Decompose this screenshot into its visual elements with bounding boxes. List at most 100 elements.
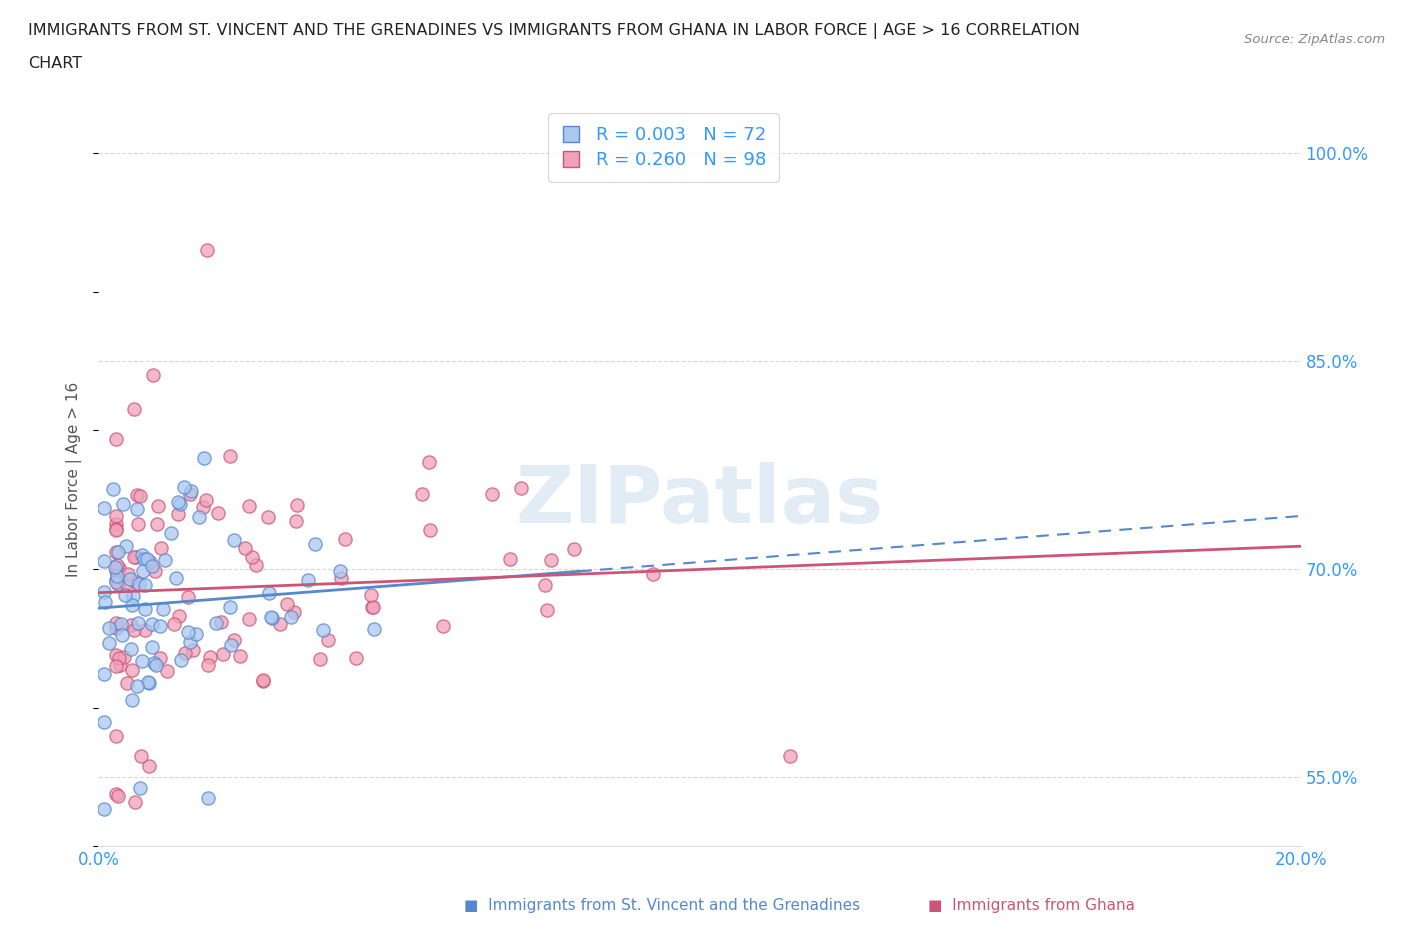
Point	[280, 609, 302, 624]
Point	[136, 551, 159, 566]
Text: IMMIGRANTS FROM ST. VINCENT AND THE GRENADINES VS IMMIGRANTS FROM GHANA IN LABOR: IMMIGRANTS FROM ST. VINCENT AND THE GREN…	[28, 23, 1080, 39]
Point	[121, 692, 143, 707]
Point	[115, 676, 138, 691]
Y-axis label: In Labor Force | Age > 16: In Labor Force | Age > 16	[66, 381, 83, 577]
Point	[252, 673, 274, 688]
Point	[260, 610, 283, 625]
Point	[97, 620, 120, 635]
Point	[105, 621, 128, 636]
Point	[105, 523, 128, 538]
Point	[105, 508, 128, 523]
Point	[105, 647, 128, 662]
Text: ■  Immigrants from Ghana: ■ Immigrants from Ghana	[928, 898, 1135, 913]
Point	[105, 545, 128, 560]
Point	[509, 481, 531, 496]
Point	[138, 676, 160, 691]
Point	[105, 568, 128, 583]
Point	[218, 600, 240, 615]
Point	[173, 480, 195, 495]
Point	[111, 628, 134, 643]
Point	[224, 532, 246, 547]
Point	[122, 622, 145, 637]
Point	[309, 652, 332, 667]
Point	[418, 455, 440, 470]
Point	[411, 486, 433, 501]
Point	[156, 664, 179, 679]
Point	[141, 617, 163, 631]
Point	[304, 537, 326, 551]
Point	[93, 554, 115, 569]
Point	[180, 484, 202, 498]
Point	[93, 714, 115, 729]
Point	[122, 589, 145, 604]
Point	[562, 541, 585, 556]
Text: ■  Immigrants from St. Vincent and the Grenadines: ■ Immigrants from St. Vincent and the Gr…	[464, 898, 860, 913]
Point	[169, 608, 191, 623]
Point	[124, 795, 146, 810]
Point	[285, 513, 308, 528]
Point	[105, 728, 128, 743]
Point	[152, 602, 174, 617]
Point	[129, 780, 152, 795]
Point	[121, 663, 143, 678]
Point	[125, 550, 148, 565]
Point	[97, 635, 120, 650]
Point	[779, 749, 801, 764]
Point	[360, 588, 382, 603]
Point	[195, 243, 218, 258]
Point	[111, 497, 134, 512]
Point	[259, 586, 281, 601]
Point	[121, 597, 143, 612]
Point	[104, 574, 127, 589]
Point	[128, 577, 150, 591]
Point	[252, 674, 274, 689]
Point	[127, 616, 149, 631]
Point	[333, 532, 356, 547]
Point	[260, 609, 283, 624]
Point	[179, 486, 201, 501]
Point	[107, 544, 129, 559]
Point	[361, 600, 384, 615]
Point	[93, 584, 115, 599]
Point	[419, 523, 441, 538]
Point	[361, 600, 384, 615]
Point	[105, 516, 128, 531]
Point	[256, 510, 278, 525]
Point	[108, 651, 131, 666]
Point	[114, 588, 136, 603]
Point	[643, 566, 665, 581]
Point	[329, 564, 352, 578]
Point	[138, 675, 160, 690]
Legend: R = 0.003   N = 72, R = 0.260   N = 98: R = 0.003 N = 72, R = 0.260 N = 98	[547, 113, 779, 181]
Point	[238, 498, 260, 513]
Point	[127, 517, 149, 532]
Point	[125, 487, 148, 502]
Point	[219, 637, 242, 652]
Point	[101, 482, 124, 497]
Point	[344, 651, 367, 666]
Point	[139, 554, 162, 569]
Point	[142, 367, 165, 382]
Point	[141, 559, 163, 574]
Point	[536, 603, 558, 618]
Point	[312, 622, 335, 637]
Point	[499, 551, 522, 566]
Point	[329, 571, 352, 586]
Point	[149, 651, 172, 666]
Point	[160, 526, 183, 541]
Point	[120, 618, 142, 632]
Point	[94, 595, 117, 610]
Point	[143, 656, 166, 671]
Point	[224, 632, 246, 647]
Point	[283, 604, 305, 619]
Point	[132, 551, 155, 566]
Point	[134, 578, 156, 592]
Point	[129, 488, 152, 503]
Point	[131, 654, 153, 669]
Point	[179, 634, 201, 649]
Point	[238, 612, 260, 627]
Point	[105, 557, 128, 572]
Point	[533, 578, 555, 592]
Point	[153, 552, 176, 567]
Point	[150, 540, 173, 555]
